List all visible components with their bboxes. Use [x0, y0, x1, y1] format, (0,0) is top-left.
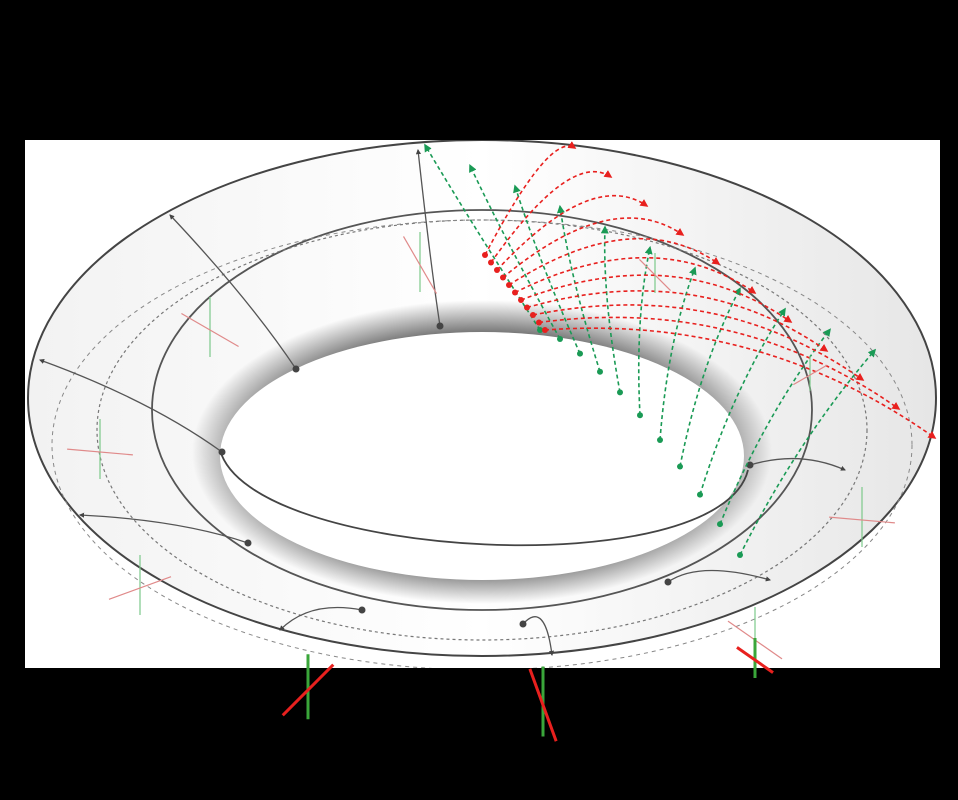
green-geodesic	[659, 266, 697, 441]
green-geodesic	[600, 225, 621, 393]
red-geodesic	[490, 170, 613, 263]
red-geodesic	[544, 327, 937, 439]
meridian-arc	[39, 358, 223, 453]
dot-icon	[482, 252, 488, 258]
inner-lower-rim	[219, 449, 749, 547]
green-geodesic	[469, 164, 561, 340]
meridian-arc	[169, 214, 297, 370]
dot-icon	[537, 327, 543, 333]
red-geodesics	[482, 141, 937, 439]
tangent-vector	[67, 448, 133, 456]
green-geodesic	[513, 184, 581, 354]
tangent-vector	[181, 312, 239, 348]
dot-icon	[637, 412, 643, 419]
meridian-arcs	[39, 148, 846, 657]
meridian-arc	[749, 457, 846, 471]
dot-icon	[717, 521, 723, 528]
dot-icon	[519, 620, 527, 628]
dot-icon	[292, 365, 300, 373]
dot-icon	[542, 327, 548, 333]
red-geodesic	[508, 237, 721, 286]
dot-icon	[746, 461, 754, 469]
tangent-vector	[829, 516, 895, 524]
dot-icon	[664, 578, 672, 586]
lower-contour	[51, 219, 913, 668]
dot-icon	[697, 491, 703, 498]
dot-icon	[597, 368, 603, 375]
dot-icon	[500, 274, 506, 281]
green-geodesic	[699, 307, 786, 495]
dot-icon	[436, 322, 444, 330]
dot-icon	[617, 389, 623, 396]
green-geodesic	[739, 348, 877, 556]
tangent-vector	[402, 236, 438, 294]
tube-centerline	[96, 219, 868, 641]
tangent-vector	[528, 668, 558, 742]
dot-icon	[657, 437, 663, 444]
meridian-arc	[279, 606, 363, 631]
meridian-arc	[78, 512, 249, 544]
tangent-vector	[736, 646, 774, 674]
red-geodesic	[520, 274, 793, 323]
dot-icon	[488, 259, 494, 266]
dot-icon	[218, 448, 226, 456]
dot-icon	[737, 552, 743, 558]
red-geodesic	[532, 304, 865, 381]
green-geodesic	[637, 245, 653, 416]
green-geodesic	[424, 143, 541, 331]
green-geodesic	[679, 287, 741, 467]
tangent-vector	[793, 364, 827, 386]
dot-icon	[557, 335, 563, 342]
frame-markers-outside	[281, 638, 774, 742]
dot-icon	[494, 267, 500, 273]
tangent-vector	[639, 259, 671, 291]
dot-icon	[524, 304, 530, 311]
dot-icon	[358, 606, 366, 614]
dot-icon	[506, 282, 512, 288]
meridian-arc	[667, 569, 772, 583]
dot-icon	[677, 463, 683, 470]
red-geodesic	[538, 316, 901, 410]
dot-icon	[244, 539, 252, 547]
inner-rim-contour	[151, 209, 813, 611]
dot-icon	[577, 350, 583, 357]
red-geodesic	[496, 194, 649, 271]
tangent-vector	[108, 576, 172, 600]
meridian-arc	[522, 616, 555, 657]
tangent-vector	[281, 663, 335, 717]
dot-icon	[518, 297, 524, 303]
red-geodesic	[514, 257, 757, 294]
frame-markers	[67, 232, 895, 667]
red-geodesic	[484, 141, 577, 256]
dot-icon	[536, 319, 542, 326]
dot-icon	[512, 289, 518, 296]
red-geodesic	[502, 217, 685, 279]
torus-hole	[220, 332, 744, 580]
dot-icon	[530, 312, 536, 318]
red-geodesic	[526, 290, 829, 352]
meridian-arc	[415, 148, 441, 327]
